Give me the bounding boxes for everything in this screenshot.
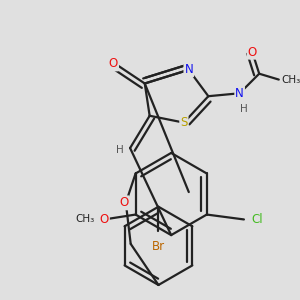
Text: S: S	[180, 116, 188, 129]
Text: O: O	[248, 46, 257, 59]
Text: N: N	[184, 63, 193, 76]
Text: N: N	[235, 87, 244, 100]
Text: CH₃: CH₃	[281, 75, 300, 85]
Text: CH₃: CH₃	[75, 214, 94, 224]
Text: Br: Br	[152, 240, 165, 253]
Text: O: O	[119, 196, 128, 209]
Text: H: H	[240, 104, 248, 114]
Text: O: O	[109, 57, 118, 70]
Text: O: O	[100, 213, 109, 226]
Text: Cl: Cl	[252, 213, 263, 226]
Text: H: H	[116, 145, 124, 155]
